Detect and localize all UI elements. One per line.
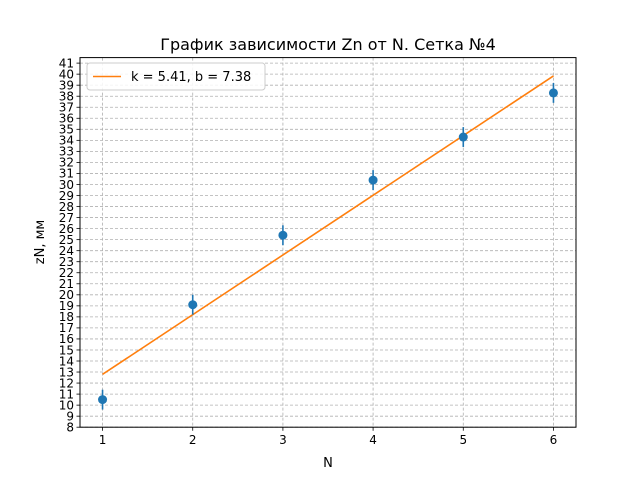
y-tick-label: 13 [59, 365, 74, 379]
y-tick-label: 11 [59, 387, 74, 401]
x-tick-label: 2 [189, 433, 197, 447]
y-tick-label: 40 [59, 67, 74, 81]
y-tick-label: 20 [59, 288, 74, 302]
x-axis-label: N [323, 456, 333, 471]
y-tick-label: 39 [59, 78, 74, 92]
data-point [98, 395, 108, 405]
data-point [368, 175, 378, 185]
y-tick-label: 35 [59, 123, 74, 137]
y-tick-label: 12 [59, 376, 74, 390]
x-axis-ticks: 1 2 3 4 5 6 [99, 427, 558, 447]
y-tick-label: 25 [59, 233, 74, 247]
y-tick-label: 29 [59, 189, 74, 203]
y-tick-label: 10 [59, 398, 74, 412]
legend-box [86, 62, 266, 91]
y-tick-label: 15 [59, 343, 74, 357]
y-tick-label: 37 [59, 101, 74, 115]
y-axis-ticks: 8910111213141516171819202122232425262728… [59, 56, 80, 435]
y-tick-label: 30 [59, 178, 74, 192]
y-tick-label: 16 [59, 332, 74, 346]
x-tick-label: 4 [369, 433, 377, 447]
plot-frame [79, 57, 577, 428]
x-tick-label: 6 [550, 433, 558, 447]
y-tick-label: 27 [59, 211, 74, 225]
grid [80, 57, 576, 428]
y-tick-label: 33 [59, 145, 74, 159]
y-tick-label: 41 [59, 56, 74, 70]
data-point [458, 132, 468, 142]
y-tick-label: 23 [59, 255, 74, 269]
y-tick-label: 9 [66, 409, 74, 423]
chart-title: График зависимости Zn от N. Сетка №4 [160, 35, 496, 54]
y-tick-label: 19 [59, 299, 74, 313]
y-tick-label: 24 [59, 244, 74, 258]
y-tick-label: 28 [59, 200, 74, 214]
fit-line [102, 75, 554, 376]
y-tick-label: 17 [59, 321, 74, 335]
data-point [548, 88, 558, 98]
x-tick-label: 1 [99, 433, 107, 447]
data-point [278, 230, 288, 240]
legend: k = 5.41, b = 7.38 [86, 62, 266, 91]
y-tick-label: 22 [59, 266, 74, 280]
y-tick-label: 26 [59, 222, 74, 236]
y-tick-label: 18 [59, 310, 74, 324]
y-tick-label: 32 [59, 156, 74, 170]
y-tick-label: 21 [59, 277, 74, 291]
fit-line-layer [102, 75, 554, 376]
y-tick-label: 31 [59, 167, 74, 181]
y-tick-label: 14 [59, 354, 74, 368]
y-tick-label: 8 [66, 421, 74, 435]
x-tick-label: 5 [459, 433, 467, 447]
y-axis-label: zN, мм [33, 220, 48, 264]
legend-label-fit-line: k = 5.41, b = 7.38 [131, 70, 251, 85]
y-tick-label: 34 [59, 134, 74, 148]
data-points-layer [98, 82, 558, 410]
x-tick-label: 3 [279, 433, 287, 447]
y-tick-label: 38 [59, 90, 74, 104]
y-tick-label: 36 [59, 112, 74, 126]
data-point [188, 300, 198, 310]
